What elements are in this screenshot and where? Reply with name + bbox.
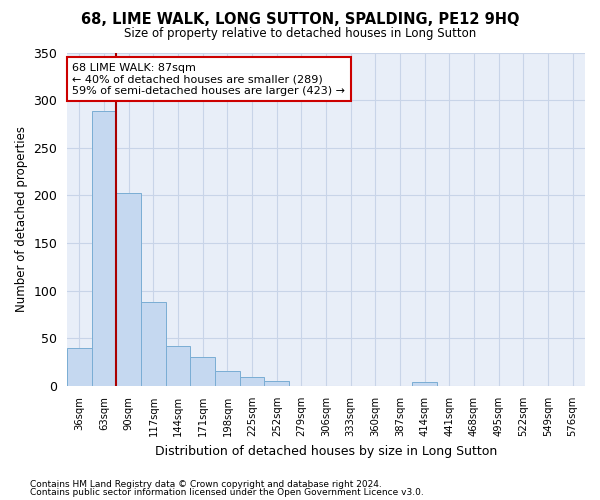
Bar [92,110,116,386]
Bar [190,358,215,386]
Text: Size of property relative to detached houses in Long Sutton: Size of property relative to detached ho… [124,28,476,40]
Bar [67,348,92,386]
Bar [412,382,437,386]
Bar [166,346,190,386]
Bar [116,192,141,386]
Text: 68, LIME WALK, LONG SUTTON, SPALDING, PE12 9HQ: 68, LIME WALK, LONG SUTTON, SPALDING, PE… [81,12,519,28]
Bar [240,378,265,386]
Bar [265,382,289,386]
Text: 68 LIME WALK: 87sqm
← 40% of detached houses are smaller (289)
59% of semi-detac: 68 LIME WALK: 87sqm ← 40% of detached ho… [73,62,346,96]
Text: Contains HM Land Registry data © Crown copyright and database right 2024.: Contains HM Land Registry data © Crown c… [30,480,382,489]
Bar [141,302,166,386]
Y-axis label: Number of detached properties: Number of detached properties [15,126,28,312]
X-axis label: Distribution of detached houses by size in Long Sutton: Distribution of detached houses by size … [155,444,497,458]
Text: Contains public sector information licensed under the Open Government Licence v3: Contains public sector information licen… [30,488,424,497]
Bar [215,371,240,386]
